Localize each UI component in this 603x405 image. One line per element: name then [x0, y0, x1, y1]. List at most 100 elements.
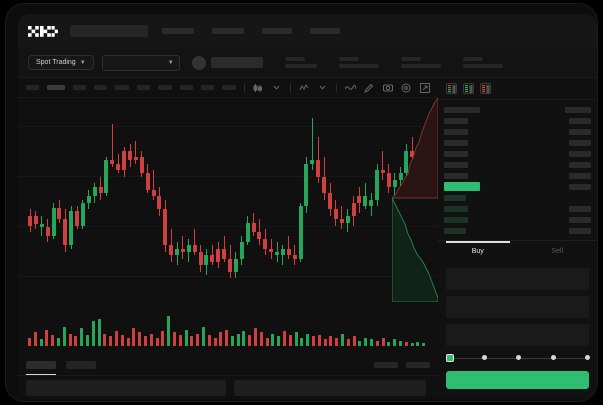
volume-bar — [306, 333, 310, 346]
camera-icon[interactable] — [382, 82, 393, 93]
slider-stop-75[interactable] — [551, 355, 557, 360]
volume-bar — [404, 341, 408, 346]
order-total-field[interactable] — [446, 324, 589, 346]
volume-bar — [213, 337, 217, 346]
volume-bar — [242, 331, 246, 346]
slider-handle[interactable] — [446, 354, 454, 362]
stat-value — [400, 64, 441, 68]
nav-item-2[interactable] — [262, 28, 292, 34]
bottom-tab-1[interactable] — [66, 360, 96, 369]
bottom-action-0[interactable] — [374, 361, 398, 368]
orderbook-row[interactable] — [444, 203, 591, 214]
orderbook-row[interactable] — [444, 214, 591, 225]
timeframe-3[interactable] — [94, 85, 108, 90]
orderbook-row[interactable] — [444, 159, 591, 170]
volume-bar — [51, 335, 55, 346]
right-panel: Buy Sell — [438, 78, 597, 399]
timeframe-7[interactable] — [179, 85, 194, 90]
nav-item-0[interactable] — [162, 28, 194, 34]
volume-bar — [80, 328, 84, 346]
orderbook-price — [444, 117, 468, 124]
orderbook-both-icon[interactable] — [446, 83, 457, 94]
orderbook-asks-icon[interactable] — [480, 83, 491, 94]
orderbook-row[interactable] — [444, 192, 591, 203]
orderbook-row[interactable] — [444, 170, 591, 181]
pair-select[interactable]: ▼ — [101, 54, 180, 71]
nav-item-1[interactable] — [212, 28, 244, 34]
gear-icon[interactable] — [401, 82, 412, 93]
chevron-down-icon[interactable] — [317, 82, 328, 93]
volume-bar — [138, 332, 142, 346]
volume-bar — [178, 335, 182, 346]
orderbook-row[interactable] — [444, 148, 591, 159]
order-price-field[interactable] — [446, 268, 589, 290]
chevron-down-icon: ▼ — [167, 59, 174, 66]
volume-bar — [56, 337, 60, 346]
orderbook-row[interactable] — [444, 137, 591, 148]
indicators-icon[interactable] — [299, 82, 310, 93]
timeframe-8[interactable] — [201, 85, 215, 90]
orderbook-row[interactable] — [444, 225, 591, 236]
orderbook-bids-icon[interactable] — [463, 83, 474, 94]
bottom-panel-0[interactable] — [26, 380, 226, 396]
orderbook-price — [444, 161, 468, 168]
volume-bar — [254, 328, 258, 346]
slider-stop-25[interactable] — [481, 355, 487, 360]
timeframe-2[interactable] — [72, 85, 87, 90]
orderbook-amount — [569, 161, 591, 168]
orderbook-price — [444, 194, 466, 201]
tab-buy[interactable]: Buy — [438, 241, 518, 262]
slider-stop-50[interactable] — [516, 355, 522, 360]
bottom-action-1[interactable] — [406, 361, 430, 368]
orderbook-row[interactable] — [444, 126, 591, 137]
volume-bar — [422, 343, 426, 346]
volume-bar — [149, 333, 153, 346]
tab-sell[interactable]: Sell — [551, 248, 564, 255]
bottom-panels — [18, 380, 438, 399]
volume-bar — [399, 340, 402, 346]
timeframe-4[interactable] — [115, 85, 129, 90]
stat-label — [462, 57, 483, 61]
orderbook-rows[interactable] — [438, 100, 597, 236]
fullscreen-icon[interactable] — [419, 82, 430, 93]
line-chart-icon[interactable] — [344, 82, 356, 93]
volume-bar — [393, 339, 397, 346]
candlestick-chart[interactable] — [18, 98, 438, 302]
volume-bar — [230, 336, 234, 346]
orderbook-row[interactable] — [444, 115, 591, 126]
submit-buy-button[interactable] — [446, 371, 589, 389]
amount-percent-slider[interactable] — [446, 354, 590, 364]
timeframe-0[interactable] — [26, 85, 40, 90]
timeframe-1[interactable] — [47, 85, 65, 90]
top-navigation-bar — [18, 14, 597, 48]
pencil-icon[interactable] — [364, 82, 375, 93]
volume-bar — [91, 321, 95, 346]
orderbook-row[interactable] — [444, 181, 591, 192]
slider-stop-100[interactable] — [584, 355, 590, 360]
bottom-tab-0[interactable] — [26, 360, 56, 375]
orderbook-row[interactable] — [444, 104, 591, 115]
timeframe-6[interactable] — [158, 85, 172, 90]
volume-series — [28, 310, 428, 354]
order-amount-field[interactable] — [446, 296, 589, 318]
timeframe-9[interactable] — [222, 85, 236, 90]
volume-bar — [236, 333, 240, 346]
volume-bar — [207, 335, 211, 346]
bottom-panel-1[interactable] — [234, 380, 426, 396]
volume-chart — [18, 302, 438, 354]
okx-logo[interactable] — [28, 25, 58, 37]
volume-bar — [225, 329, 229, 346]
candle-series — [28, 108, 428, 288]
orderbook-price — [444, 216, 468, 223]
stat-3 — [462, 57, 503, 68]
volume-bar — [277, 336, 281, 346]
trading-mode-button[interactable]: Spot Trading ▼ — [28, 55, 94, 70]
orderbook-amount — [569, 205, 591, 212]
timeframe-5[interactable] — [136, 85, 151, 90]
candlestick-type-icon[interactable] — [253, 82, 264, 93]
chevron-down-icon[interactable] — [271, 82, 282, 93]
volume-bar — [132, 328, 136, 346]
chart-toolbar — [18, 78, 438, 98]
nav-item-3[interactable] — [310, 28, 340, 34]
search-input[interactable] — [70, 25, 148, 37]
